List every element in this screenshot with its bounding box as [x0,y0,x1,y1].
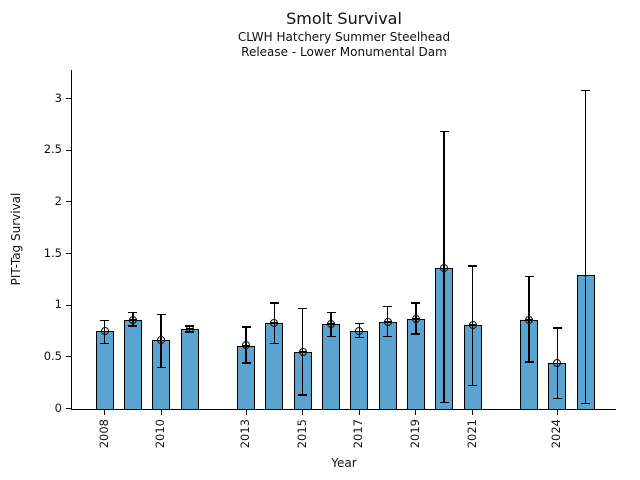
error-bar-cap-top [100,320,110,322]
point-marker [525,315,534,324]
plot-area: 0 0.5 1 1.5 2 2.5 3 2008 2010 2013 2015 2017 2019 202… [44,70,616,448]
point-marker [128,315,137,324]
x-tick-mark [556,409,558,415]
error-bar-cap-bottom [100,342,110,345]
y-tick-mark [66,201,71,203]
y-tick-label: 0.5 [43,348,62,363]
error-bar-cap-top [552,327,562,329]
point-marker [553,359,562,368]
bar [350,331,369,409]
error-bar-cap-bottom [128,325,138,327]
chart-subtitle-line2: Release - Lower Monumental Dam [241,44,447,59]
x-tick-mark [302,409,304,415]
x-tick-mark [415,409,417,415]
error-bar-line [584,90,587,404]
error-bar-cap-bottom [241,362,251,364]
x-tick-label: 2019 [407,418,422,448]
error-bar-cap-top [326,311,336,314]
error-bar-cap-top [439,131,449,133]
error-bar-cap-top [156,313,166,316]
y-tick-mark [66,304,71,306]
error-bar-cap-top [269,302,279,304]
error-bar-cap-top [128,311,138,314]
error-bar-cap-top [298,307,308,309]
error-bar-cap-bottom [298,394,308,396]
y-tick-label: 0 [54,400,62,415]
point-marker [185,324,194,333]
point-marker [270,318,279,327]
error-bar-cap-bottom [411,333,421,335]
bar [123,319,142,409]
error-bar-cap-top [524,275,534,277]
error-bar-cap-top [383,305,393,307]
x-tick-label: 2013 [238,418,253,448]
x-axis-spine [70,408,616,410]
error-bar-cap-top [354,323,364,325]
error-bar-cap-bottom [552,397,562,399]
x-axis-label: Year [331,456,357,470]
x-tick-label: 2015 [294,418,309,448]
chart-subtitle-line1: CLWH Hatchery Summer Steelhead [237,29,451,44]
point-marker [383,317,392,326]
error-bar-cap-bottom [581,402,591,404]
error-bar-cap-top [411,302,421,304]
y-axis-label: PIT-Tag Survival [9,192,23,286]
y-axis-spine [70,70,72,410]
error-bar-cap-bottom [326,335,336,337]
error-bar-cap-bottom [439,401,449,403]
point-marker [100,327,109,336]
x-tick-mark [104,409,106,415]
y-tick-mark [66,98,71,100]
point-marker [298,347,307,356]
chart-title: Smolt Survival [286,9,402,28]
point-marker [411,314,420,323]
error-bar-cap-top [581,89,591,91]
error-bar-cap-bottom [354,336,364,338]
x-tick-label: 2021 [464,418,479,448]
point-marker [327,319,335,328]
y-tick-mark [66,356,71,358]
error-bar-cap-bottom [468,385,477,387]
point-marker [242,341,251,350]
x-tick-mark [160,409,162,415]
error-bar-cap-top [468,265,477,267]
point-marker [440,264,449,272]
x-tick-mark [245,409,247,415]
x-tick-label: 2008 [96,418,111,448]
title-block: Smolt Survival CLWH Hatchery Summer Stee… [72,8,616,60]
y-tick-label: 2 [54,193,62,208]
y-tick-mark [66,149,71,151]
error-bar-cap-bottom [383,335,393,337]
y-tick-label: 2.5 [43,142,62,157]
x-tick-mark [358,409,360,415]
point-marker [468,320,477,329]
bar [180,328,199,409]
y-tick-mark [66,252,71,255]
y-tick-label: 3 [54,90,62,105]
x-tick-label: 2024 [549,418,564,448]
y-tick-label: 1.5 [43,245,62,260]
x-tick-label: 2010 [153,418,168,448]
error-bar-cap-bottom [524,361,534,363]
x-tick-mark [471,409,474,415]
y-tick-mark [66,407,71,410]
error-bar-cap-bottom [269,342,279,345]
x-tick-label: 2017 [351,418,366,448]
point-marker [355,327,364,336]
error-bar-cap-bottom [156,366,166,368]
point-marker [157,336,166,345]
y-tick-label: 1 [54,297,62,312]
error-bar-cap-top [241,326,251,328]
